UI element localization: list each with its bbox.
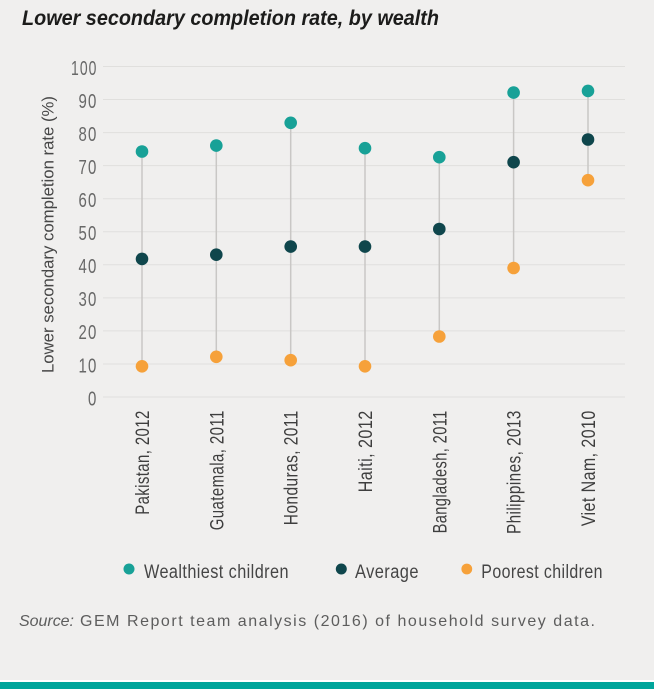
svg-text:Haiti, 2012: Haiti, 2012 — [355, 410, 377, 492]
svg-text:GEM Report team analysis (2016: GEM Report team analysis (2016) of house… — [80, 613, 595, 630]
svg-text:30: 30 — [79, 288, 98, 311]
svg-text:60: 60 — [79, 189, 98, 212]
svg-text:Average: Average — [355, 561, 419, 583]
svg-text:Bangladesh, 2011: Bangladesh, 2011 — [430, 410, 451, 533]
svg-text:Philippines, 2013: Philippines, 2013 — [503, 410, 525, 534]
svg-text:20: 20 — [79, 321, 98, 344]
svg-text:Pakistan, 2012: Pakistan, 2012 — [132, 410, 153, 515]
svg-text:80: 80 — [79, 123, 98, 146]
svg-text:40: 40 — [79, 255, 98, 278]
svg-text:Honduras, 2011: Honduras, 2011 — [280, 410, 302, 525]
svg-text:50: 50 — [79, 222, 98, 245]
svg-text:Wealthiest children: Wealthiest children — [144, 561, 289, 583]
svg-text:100: 100 — [71, 56, 98, 79]
svg-text:90: 90 — [79, 90, 98, 113]
svg-text:70: 70 — [79, 156, 98, 179]
svg-text:0: 0 — [88, 387, 97, 410]
svg-text:Lower secondary completion rat: Lower secondary completion rate (%) — [39, 96, 58, 373]
svg-text:Lower secondary completion rat: Lower secondary completion rate, by weal… — [22, 7, 439, 30]
svg-text:Source:: Source: — [19, 613, 74, 630]
svg-text:10: 10 — [79, 354, 98, 377]
svg-text:Guatemala, 2011: Guatemala, 2011 — [207, 410, 228, 530]
svg-text:Viet Nam, 2010: Viet Nam, 2010 — [578, 410, 600, 526]
svg-text:Poorest children: Poorest children — [481, 560, 603, 582]
